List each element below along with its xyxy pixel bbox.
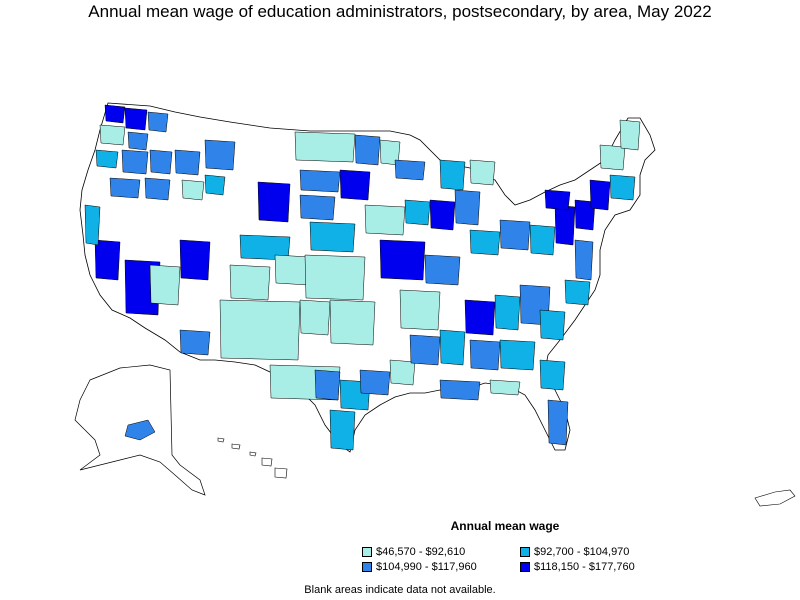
map-region-59 — [554, 204, 576, 246]
hawaii-island-3 — [249, 451, 257, 457]
legend-item-3: $104,990 - $117,960 — [362, 561, 477, 573]
map-region-65 — [544, 189, 571, 211]
map-region-4 — [99, 124, 126, 146]
map-region-75 — [404, 199, 431, 226]
legend-label-3: $104,990 - $117,960 — [376, 561, 477, 573]
map-region-41 — [389, 359, 416, 386]
map-region-23 — [309, 221, 356, 253]
map-region-10 — [144, 177, 171, 201]
map-region-74 — [439, 159, 466, 191]
map-region-6 — [95, 149, 119, 169]
map-regions — [84, 104, 641, 451]
map-region-28 — [304, 254, 366, 301]
map-region-40 — [359, 369, 391, 396]
map-region-29 — [364, 204, 406, 236]
map-region-52 — [539, 359, 566, 391]
map-region-60 — [574, 199, 596, 231]
legend-item-2: $92,700 - $104,970 — [520, 546, 629, 558]
map-region-62 — [609, 174, 636, 201]
legend-item-4: $118,150 - $177,760 — [520, 561, 635, 573]
legend-label-1: $46,570 - $92,610 — [376, 546, 466, 558]
map-region-11 — [174, 149, 201, 176]
map-region-14 — [204, 174, 226, 196]
legend-label-2: $92,700 - $104,970 — [534, 546, 630, 558]
hawaii-island-5 — [274, 467, 288, 479]
map-region-70 — [84, 204, 101, 246]
hawaii-island-4 — [261, 457, 273, 467]
map-region-69 — [94, 239, 121, 281]
map-region-42 — [409, 334, 441, 366]
map-region-17 — [299, 169, 341, 193]
map-region-72 — [179, 329, 211, 356]
hawaii-island-2 — [231, 443, 241, 450]
hawaii-island-1 — [217, 437, 225, 443]
map-region-44 — [464, 299, 496, 336]
page-title: Annual mean wage of education administra… — [88, 2, 712, 21]
map-region-63 — [599, 144, 626, 171]
map-region-22 — [299, 194, 336, 221]
map-region-30 — [379, 239, 426, 281]
map-region-1 — [104, 104, 126, 124]
map-region-8 — [149, 149, 173, 175]
map-region-61 — [589, 179, 611, 211]
map-region-32 — [399, 289, 441, 331]
map-region-55 — [454, 189, 481, 226]
map-region-64 — [619, 119, 641, 151]
map-region-47 — [539, 309, 566, 341]
footnote: Blank areas indicate data not available. — [304, 584, 496, 596]
puerto-rico — [754, 489, 796, 507]
map-region-21 — [394, 159, 426, 181]
puerto-rico-outline — [754, 489, 796, 507]
map-region-9 — [109, 177, 141, 199]
map-region-25 — [179, 239, 211, 281]
map-region-67 — [564, 279, 591, 306]
map-region-50 — [439, 379, 481, 401]
map-region-66 — [574, 239, 594, 281]
map-region-45 — [494, 294, 521, 331]
map-region-31 — [424, 254, 461, 286]
map-region-35 — [329, 299, 376, 346]
legend-title: Annual mean wage — [450, 519, 560, 533]
legend-swatch-3 — [362, 562, 372, 572]
hawaii — [217, 437, 288, 479]
map-region-5 — [127, 131, 149, 151]
legend-swatch-2 — [520, 547, 530, 557]
map-region-39 — [329, 409, 356, 451]
map-region-51 — [489, 379, 521, 396]
map-region-56 — [469, 229, 501, 256]
map-region-71 — [149, 264, 181, 306]
map-region-57 — [499, 219, 531, 251]
map-region-16 — [294, 131, 356, 163]
map-region-37 — [314, 369, 341, 401]
map-region-12 — [181, 179, 205, 201]
map-region-2 — [124, 107, 148, 131]
map-region-54 — [429, 199, 456, 231]
map-region-53 — [547, 399, 569, 446]
map-region-7 — [121, 149, 149, 175]
alaska-region-1 — [124, 419, 156, 441]
map-region-18 — [339, 169, 371, 201]
map-region-43 — [439, 329, 466, 366]
map-region-58 — [529, 224, 556, 256]
map-region-27 — [274, 254, 311, 286]
map-region-48 — [469, 339, 501, 371]
map-region-73 — [469, 159, 496, 186]
legend-swatch-4 — [520, 562, 530, 572]
map-region-33 — [219, 299, 301, 361]
map-region-34 — [299, 299, 331, 336]
alaska — [74, 364, 206, 496]
legend-item-1: $46,570 - $92,610 — [362, 546, 465, 558]
map-region-49 — [499, 339, 536, 371]
map-region-19 — [354, 134, 381, 166]
map-region-3 — [147, 111, 169, 133]
legend-label-4: $118,150 - $177,760 — [534, 561, 635, 573]
map-region-13 — [204, 139, 236, 171]
map-region-26 — [229, 264, 271, 301]
legend-swatch-1 — [362, 547, 372, 557]
map-region-15 — [257, 181, 291, 223]
